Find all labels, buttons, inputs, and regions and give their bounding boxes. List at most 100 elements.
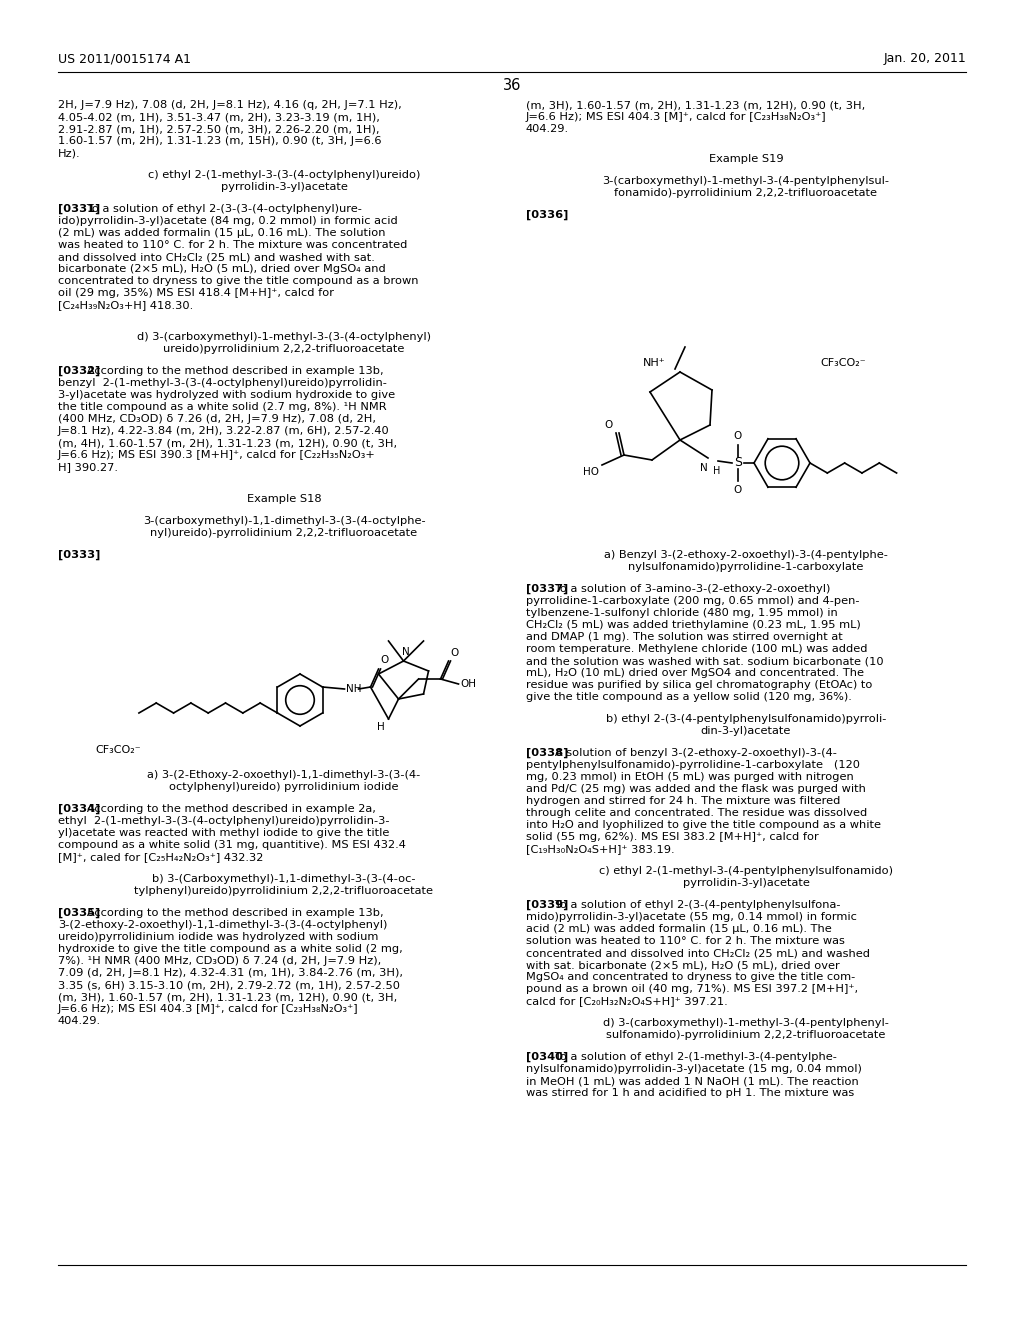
Text: Example S19: Example S19 [709,154,783,164]
Text: ureido)pyrrolidinium iodide was hydrolyzed with sodium: ureido)pyrrolidinium iodide was hydrolyz… [58,932,379,942]
Text: 404.29.: 404.29. [58,1016,101,1026]
Text: residue was purified by silica gel chromatography (EtOAc) to: residue was purified by silica gel chrom… [526,680,872,690]
Text: 3-(carboxymethyl)-1,1-dimethyl-3-(3-(4-octylphe-: 3-(carboxymethyl)-1,1-dimethyl-3-(3-(4-o… [142,516,425,525]
Text: O: O [734,432,742,441]
Text: room temperature. Methylene chloride (100 mL) was added: room temperature. Methylene chloride (10… [526,644,867,653]
Text: calcd for [C₂₀H₃₂N₂O₄S+H]⁺ 397.21.: calcd for [C₂₀H₃₂N₂O₄S+H]⁺ 397.21. [526,997,728,1006]
Text: nylsulfonamido)pyrrolidine-1-carboxylate: nylsulfonamido)pyrrolidine-1-carboxylate [629,562,863,572]
Text: b) ethyl 2-(3-(4-pentylphenylsulfonamido)pyrroli-: b) ethyl 2-(3-(4-pentylphenylsulfonamido… [606,714,886,723]
Text: through celite and concentrated. The residue was dissolved: through celite and concentrated. The res… [526,808,867,818]
Text: [0336]: [0336] [526,210,568,220]
Text: [0334]: [0334] [58,804,100,814]
Text: nylsulfonamido)pyrrolidin-3-yl)acetate (15 mg, 0.04 mmol): nylsulfonamido)pyrrolidin-3-yl)acetate (… [526,1064,862,1074]
Text: and Pd/C (25 mg) was added and the flask was purged with: and Pd/C (25 mg) was added and the flask… [526,784,866,795]
Text: [0335]: [0335] [58,908,100,919]
Text: a) 3-(2-Ethoxy-2-oxoethyl)-1,1-dimethyl-3-(3-(4-: a) 3-(2-Ethoxy-2-oxoethyl)-1,1-dimethyl-… [147,770,421,780]
Text: yl)acetate was reacted with methyl iodide to give the title: yl)acetate was reacted with methyl iodid… [58,828,389,838]
Text: d) 3-(carboxymethyl)-1-methyl-3-(4-pentylphenyl-: d) 3-(carboxymethyl)-1-methyl-3-(4-penty… [603,1018,889,1028]
Text: N: N [401,647,410,657]
Text: was heated to 110° C. for 2 h. The mixture was concentrated: was heated to 110° C. for 2 h. The mixtu… [58,240,408,249]
Text: According to the method described in example 13b,: According to the method described in exa… [77,366,384,376]
Text: (400 MHz, CD₃OD) δ 7.26 (d, 2H, J=7.9 Hz), 7.08 (d, 2H,: (400 MHz, CD₃OD) δ 7.26 (d, 2H, J=7.9 Hz… [58,414,376,424]
Text: HO: HO [583,467,599,477]
Text: J=8.1 Hz), 4.22-3.84 (m, 2H), 3.22-2.87 (m, 6H), 2.57-2.40: J=8.1 Hz), 4.22-3.84 (m, 2H), 3.22-2.87 … [58,426,390,436]
Text: with sat. bicarbonate (2×5 mL), H₂O (5 mL), dried over: with sat. bicarbonate (2×5 mL), H₂O (5 m… [526,960,840,970]
Text: CF₃CO₂⁻: CF₃CO₂⁻ [820,358,865,368]
Text: To a solution of ethyl 2-(3-(4-pentylphenylsulfona-: To a solution of ethyl 2-(3-(4-pentylphe… [545,900,841,909]
Text: [0340]: [0340] [526,1052,568,1063]
Text: [0333]: [0333] [58,550,100,560]
Text: 4.05-4.02 (m, 1H), 3.51-3.47 (m, 2H), 3.23-3.19 (m, 1H),: 4.05-4.02 (m, 1H), 3.51-3.47 (m, 2H), 3.… [58,112,380,121]
Text: [C₁₉H₃₀N₂O₄S+H]⁺ 383.19.: [C₁₉H₃₀N₂O₄S+H]⁺ 383.19. [526,843,675,854]
Text: Jan. 20, 2011: Jan. 20, 2011 [884,51,966,65]
Text: into H₂O and lyophilized to give the title compound as a white: into H₂O and lyophilized to give the tit… [526,820,881,830]
Text: 3-(2-ethoxy-2-oxoethyl)-1,1-dimethyl-3-(3-(4-octylphenyl): 3-(2-ethoxy-2-oxoethyl)-1,1-dimethyl-3-(… [58,920,387,931]
Text: pyrrolidin-3-yl)acetate: pyrrolidin-3-yl)acetate [683,878,809,888]
Text: concentrated and dissolved into CH₂Cl₂ (25 mL) and washed: concentrated and dissolved into CH₂Cl₂ (… [526,948,870,958]
Text: A solution of benzyl 3-(2-ethoxy-2-oxoethyl)-3-(4-: A solution of benzyl 3-(2-ethoxy-2-oxoet… [545,748,838,758]
Text: the title compound as a white solid (2.7 mg, 8%). ¹H NMR: the title compound as a white solid (2.7… [58,403,387,412]
Text: solid (55 mg, 62%). MS ESI 383.2 [M+H]⁺, calcd for: solid (55 mg, 62%). MS ESI 383.2 [M+H]⁺,… [526,832,819,842]
Text: [0337]: [0337] [526,583,568,594]
Text: H: H [713,466,720,477]
Text: benzyl  2-(1-methyl-3-(3-(4-octylphenyl)ureido)pyrrolidin-: benzyl 2-(1-methyl-3-(3-(4-octylphenyl)u… [58,378,387,388]
Text: 7%). ¹H NMR (400 MHz, CD₃OD) δ 7.24 (d, 2H, J=7.9 Hz),: 7%). ¹H NMR (400 MHz, CD₃OD) δ 7.24 (d, … [58,956,381,966]
Text: tylphenyl)ureido)pyrrolidinium 2,2,2-trifluoroacetate: tylphenyl)ureido)pyrrolidinium 2,2,2-tri… [134,886,433,896]
Text: mL), H₂O (10 mL) dried over MgSO4 and concentrated. The: mL), H₂O (10 mL) dried over MgSO4 and co… [526,668,864,678]
Text: and dissolved into CH₂Cl₂ (25 mL) and washed with sat.: and dissolved into CH₂Cl₂ (25 mL) and wa… [58,252,375,261]
Text: in MeOH (1 mL) was added 1 N NaOH (1 mL). The reaction: in MeOH (1 mL) was added 1 N NaOH (1 mL)… [526,1076,859,1086]
Text: c) ethyl 2-(1-methyl-3-(4-pentylphenylsulfonamido): c) ethyl 2-(1-methyl-3-(4-pentylphenylsu… [599,866,893,876]
Text: S: S [734,457,742,470]
Text: mg, 0.23 mmol) in EtOH (5 mL) was purged with nitrogen: mg, 0.23 mmol) in EtOH (5 mL) was purged… [526,772,854,781]
Text: 2.91-2.87 (m, 1H), 2.57-2.50 (m, 3H), 2.26-2.20 (m, 1H),: 2.91-2.87 (m, 1H), 2.57-2.50 (m, 3H), 2.… [58,124,380,135]
Text: CH₂Cl₂ (5 mL) was added triethylamine (0.23 mL, 1.95 mL): CH₂Cl₂ (5 mL) was added triethylamine (0… [526,620,861,630]
Text: b) 3-(Carboxymethyl)-1,1-dimethyl-3-(3-(4-oc-: b) 3-(Carboxymethyl)-1,1-dimethyl-3-(3-(… [153,874,416,884]
Text: (m, 4H), 1.60-1.57 (m, 2H), 1.31-1.23 (m, 12H), 0.90 (t, 3H,: (m, 4H), 1.60-1.57 (m, 2H), 1.31-1.23 (m… [58,438,397,447]
Text: NH: NH [345,684,361,694]
Text: was stirred for 1 h and acidified to pH 1. The mixture was: was stirred for 1 h and acidified to pH … [526,1088,854,1098]
Text: give the title compound as a yellow solid (120 mg, 36%).: give the title compound as a yellow soli… [526,692,852,702]
Text: H: H [377,722,384,733]
Text: ureido)pyrrolidinium 2,2,2-trifluoroacetate: ureido)pyrrolidinium 2,2,2-trifluoroacet… [163,345,404,354]
Text: acid (2 mL) was added formalin (15 μL, 0.16 mL). The: acid (2 mL) was added formalin (15 μL, 0… [526,924,831,935]
Text: din-3-yl)acetate: din-3-yl)acetate [700,726,792,737]
Text: hydrogen and stirred for 24 h. The mixture was filtered: hydrogen and stirred for 24 h. The mixtu… [526,796,841,807]
Text: (2 mL) was added formalin (15 μL, 0.16 mL). The solution: (2 mL) was added formalin (15 μL, 0.16 m… [58,228,385,238]
Text: mido)pyrrolidin-3-yl)acetate (55 mg, 0.14 mmol) in formic: mido)pyrrolidin-3-yl)acetate (55 mg, 0.1… [526,912,857,921]
Text: [M]⁺, caled for [C₂₅H₄₂N₂O₃⁺] 432.32: [M]⁺, caled for [C₂₅H₄₂N₂O₃⁺] 432.32 [58,851,263,862]
Text: To a solution of ethyl 2-(3-(3-(4-octylphenyl)ure-: To a solution of ethyl 2-(3-(3-(4-octylp… [77,205,362,214]
Text: and the solution was washed with sat. sodium bicarbonate (10: and the solution was washed with sat. so… [526,656,884,667]
Text: Example S18: Example S18 [247,494,322,504]
Text: nyl)ureido)-pyrrolidinium 2,2,2-trifluoroacetate: nyl)ureido)-pyrrolidinium 2,2,2-trifluor… [151,528,418,539]
Text: and DMAP (1 mg). The solution was stirred overnight at: and DMAP (1 mg). The solution was stirre… [526,632,843,642]
Text: pyrrolidin-3-yl)acetate: pyrrolidin-3-yl)acetate [220,182,347,191]
Text: CF₃CO₂⁻: CF₃CO₂⁻ [95,744,140,755]
Text: O: O [381,655,389,665]
Text: MgSO₄ and concentrated to dryness to give the title com-: MgSO₄ and concentrated to dryness to giv… [526,972,855,982]
Text: N: N [700,463,708,473]
Text: 3-yl)acetate was hydrolyzed with sodium hydroxide to give: 3-yl)acetate was hydrolyzed with sodium … [58,389,395,400]
Text: 36: 36 [503,78,521,92]
Text: fonamido)-pyrrolidinium 2,2,2-trifluoroacetate: fonamido)-pyrrolidinium 2,2,2-trifluoroa… [614,187,878,198]
Text: OH: OH [461,678,476,689]
Text: ethyl  2-(1-methyl-3-(3-(4-octylphenyl)ureido)pyrrolidin-3-: ethyl 2-(1-methyl-3-(3-(4-octylphenyl)ur… [58,816,389,826]
Text: [0331]: [0331] [58,205,100,214]
Text: pyrrolidine-1-carboxylate (200 mg, 0.65 mmol) and 4-pen-: pyrrolidine-1-carboxylate (200 mg, 0.65 … [526,597,859,606]
Text: NH⁺: NH⁺ [642,358,665,368]
Text: J=6.6 Hz); MS ESI 390.3 [M+H]⁺, calcd for [C₂₂H₃₅N₂O₃+: J=6.6 Hz); MS ESI 390.3 [M+H]⁺, calcd fo… [58,450,376,459]
Text: Hz).: Hz). [58,148,81,158]
Text: According to the method described in example 2a,: According to the method described in exa… [77,804,376,814]
Text: J=6.6 Hz); MS ESI 404.3 [M]⁺, calcd for [C₂₃H₃₈N₂O₃⁺]: J=6.6 Hz); MS ESI 404.3 [M]⁺, calcd for … [526,112,826,121]
Text: ido)pyrrolidin-3-yl)acetate (84 mg, 0.2 mmol) in formic acid: ido)pyrrolidin-3-yl)acetate (84 mg, 0.2 … [58,216,397,226]
Text: d) 3-(carboxymethyl)-1-methyl-3-(3-(4-octylphenyl): d) 3-(carboxymethyl)-1-methyl-3-(3-(4-oc… [137,333,431,342]
Text: [0338]: [0338] [526,748,568,758]
Text: 7.09 (d, 2H, J=8.1 Hz), 4.32-4.31 (m, 1H), 3.84-2.76 (m, 3H),: 7.09 (d, 2H, J=8.1 Hz), 4.32-4.31 (m, 1H… [58,968,403,978]
Text: oil (29 mg, 35%) MS ESI 418.4 [M+H]⁺, calcd for: oil (29 mg, 35%) MS ESI 418.4 [M+H]⁺, ca… [58,288,334,298]
Text: J=6.6 Hz); MS ESI 404.3 [M]⁺, calcd for [C₂₃H₃₈N₂O₃⁺]: J=6.6 Hz); MS ESI 404.3 [M]⁺, calcd for … [58,1005,358,1014]
Text: a) Benzyl 3-(2-ethoxy-2-oxoethyl)-3-(4-pentylphe-: a) Benzyl 3-(2-ethoxy-2-oxoethyl)-3-(4-p… [604,550,888,560]
Text: (m, 3H), 1.60-1.57 (m, 2H), 1.31-1.23 (m, 12H), 0.90 (t, 3H,: (m, 3H), 1.60-1.57 (m, 2H), 1.31-1.23 (m… [526,100,865,110]
Text: sulfonamido)-pyrrolidinium 2,2,2-trifluoroacetate: sulfonamido)-pyrrolidinium 2,2,2-trifluo… [606,1030,886,1040]
Text: O: O [451,648,459,657]
Text: According to the method described in example 13b,: According to the method described in exa… [77,908,384,917]
Text: concentrated to dryness to give the title compound as a brown: concentrated to dryness to give the titl… [58,276,419,286]
